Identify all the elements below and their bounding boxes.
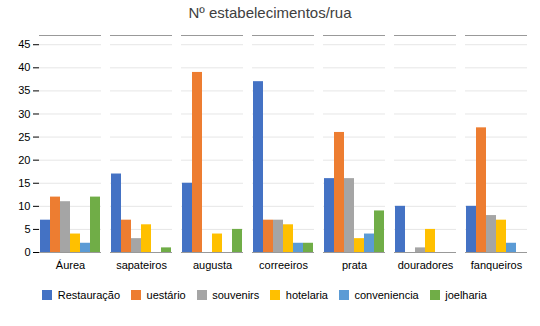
svg-text:45: 45 — [18, 38, 30, 50]
svg-text:10: 10 — [18, 200, 30, 212]
svg-text:35: 35 — [18, 84, 30, 96]
svg-text:sapateiros: sapateiros — [116, 259, 167, 271]
svg-text:15: 15 — [18, 177, 30, 189]
svg-text:Áurea: Áurea — [56, 259, 86, 271]
svg-text:20: 20 — [18, 154, 30, 166]
svg-text:correeiros: correeiros — [259, 259, 308, 271]
html-text:joelharia: joelharia — [445, 288, 487, 301]
svg-text:40: 40 — [18, 61, 30, 73]
svg-text:fanqueiros: fanqueiros — [471, 259, 523, 271]
html-text:uestário: uestário — [146, 288, 186, 301]
html-text:Nº estabelecimentos/rua: Nº estabelecimentos/rua — [188, 4, 352, 21]
svg-text:25: 25 — [18, 131, 30, 143]
html-text:Restauração: Restauração — [57, 288, 121, 301]
svg-text:douradores: douradores — [398, 259, 454, 271]
html-text:hotelaria: hotelaria — [285, 288, 328, 301]
svg-text:5: 5 — [24, 223, 30, 235]
svg-text:0: 0 — [24, 246, 30, 258]
svg-text:prata: prata — [342, 259, 368, 271]
svg-text:30: 30 — [18, 108, 30, 120]
html-text:conveniencia: conveniencia — [354, 288, 419, 301]
svg-text:augusta: augusta — [193, 259, 233, 271]
html-text:souvenirs: souvenirs — [212, 288, 260, 301]
